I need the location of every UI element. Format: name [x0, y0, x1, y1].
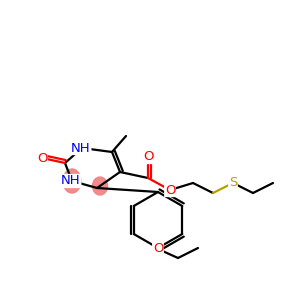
Text: O: O: [143, 151, 153, 164]
Text: O: O: [37, 152, 47, 164]
Text: O: O: [165, 184, 175, 196]
Text: O: O: [153, 242, 163, 256]
Ellipse shape: [92, 177, 107, 195]
Text: NH: NH: [71, 142, 91, 154]
Text: NH: NH: [61, 175, 81, 188]
Text: S: S: [229, 176, 237, 190]
Ellipse shape: [63, 169, 81, 193]
